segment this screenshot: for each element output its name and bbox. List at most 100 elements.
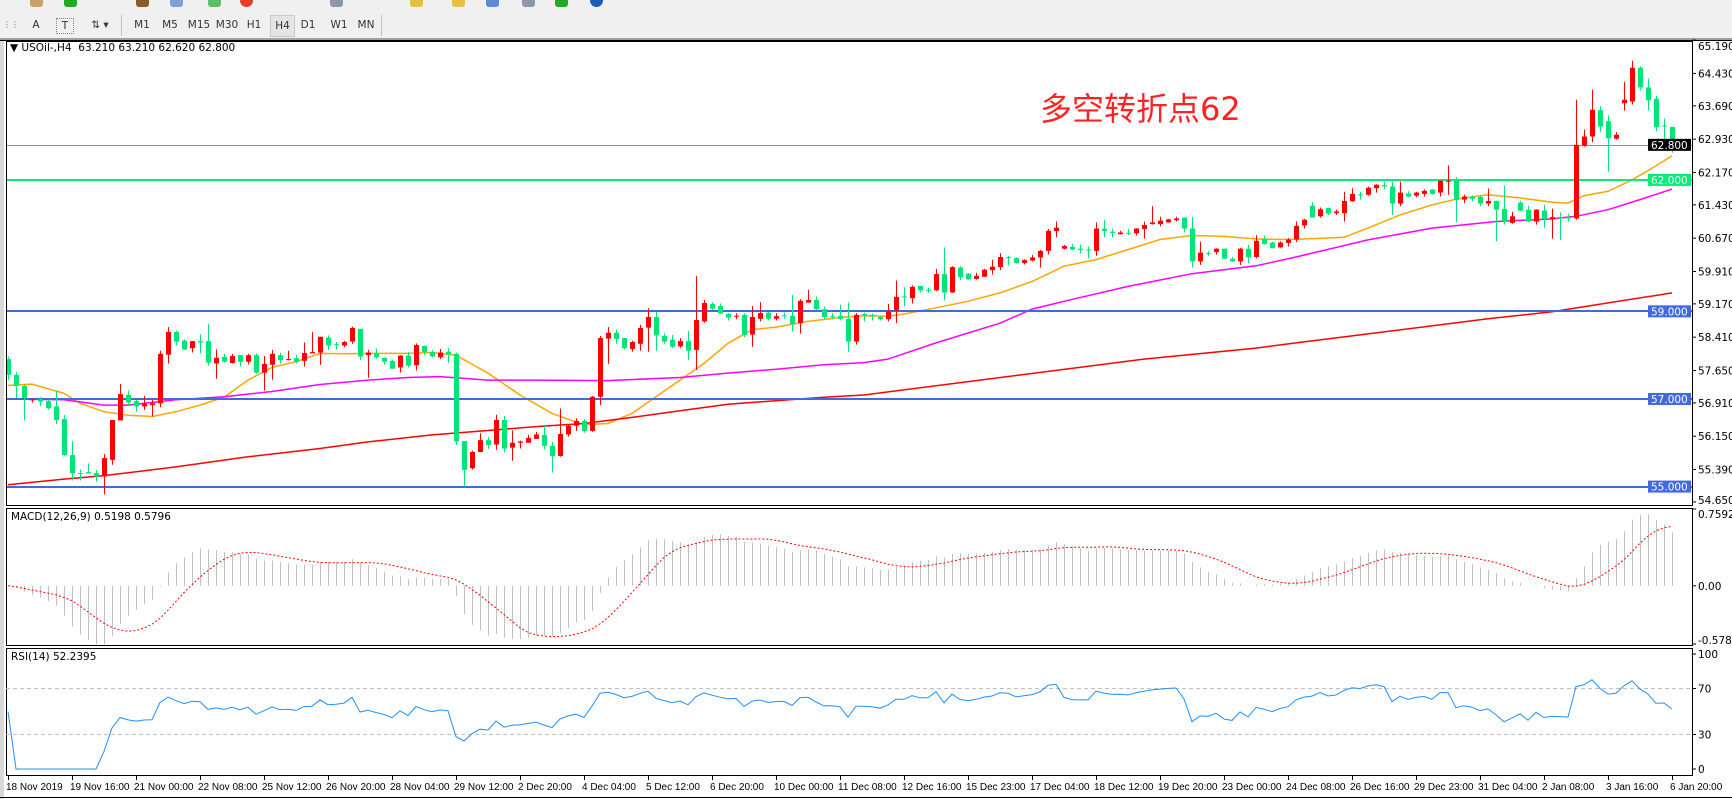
bearish-candle xyxy=(1262,235,1267,245)
bullish-candle xyxy=(630,340,635,352)
tile-icon[interactable] xyxy=(486,0,499,7)
candle-body xyxy=(142,403,147,407)
timeframe-h1[interactable]: H1 xyxy=(246,19,262,31)
bullish-candle xyxy=(262,356,267,391)
bullish-candle xyxy=(1094,222,1099,256)
bullish-candle xyxy=(1030,254,1035,262)
candle-body xyxy=(270,353,275,365)
candle-body xyxy=(510,442,515,448)
candle-body xyxy=(1182,217,1187,229)
text-label-tool-button[interactable]: T xyxy=(56,18,74,34)
bullish-candle xyxy=(286,350,291,361)
bullish-candle xyxy=(350,326,355,344)
scroll-icon[interactable] xyxy=(522,0,535,7)
candle-body xyxy=(1150,222,1155,225)
candle-body xyxy=(1582,136,1587,146)
text-tool-button[interactable]: A xyxy=(32,19,40,31)
indicators-icon[interactable] xyxy=(555,0,568,7)
periods-icon[interactable] xyxy=(590,0,603,7)
bearish-candle xyxy=(358,328,363,360)
bullish-candle xyxy=(1134,228,1139,236)
candle-body xyxy=(710,303,715,309)
candle-body xyxy=(462,441,467,470)
price-tick-label: 63.690 xyxy=(1698,101,1732,113)
chart-annotation-text[interactable]: 多空转折点62 xyxy=(1040,90,1241,128)
timeframe-m5[interactable]: M5 xyxy=(162,19,178,31)
timeframe-toolbar: ⋮⋮ A T ⇅ ▾ M1 M5 M15 M30 H1 H4 D1 W1 MN xyxy=(0,11,1732,40)
candle-body xyxy=(110,419,115,460)
price-tick-label: 55.390 xyxy=(1698,465,1732,477)
candle-body xyxy=(1334,211,1339,214)
bullish-candle xyxy=(702,299,707,323)
candle-body xyxy=(558,434,563,456)
candle-body xyxy=(374,353,379,358)
candle-body xyxy=(526,437,531,443)
zoom-out-icon[interactable] xyxy=(452,0,465,7)
bearish-candle xyxy=(1526,205,1531,222)
candle-body xyxy=(1670,126,1675,145)
arrows-tool-dropdown[interactable]: ⇅ ▾ xyxy=(91,19,109,31)
candle-body xyxy=(1390,186,1395,204)
candle-body xyxy=(1030,257,1035,261)
timeframe-m15[interactable]: M15 xyxy=(187,19,211,31)
bullish-candle xyxy=(366,349,371,378)
zoom-icon[interactable] xyxy=(30,0,43,7)
candle-body xyxy=(486,440,491,445)
price-line-label-bg xyxy=(1648,305,1691,318)
price-line-label-bg xyxy=(1648,138,1691,151)
candle-body xyxy=(1166,219,1171,223)
tester-icon[interactable] xyxy=(208,0,221,7)
candle-body xyxy=(1302,219,1307,226)
autotrading-icon[interactable] xyxy=(240,0,253,7)
candle-body xyxy=(206,341,211,363)
candle-body xyxy=(798,300,803,324)
terminal-icon[interactable] xyxy=(170,0,183,7)
bullish-candle xyxy=(1302,218,1307,229)
candle-body xyxy=(1262,239,1267,244)
candle-body xyxy=(1206,253,1211,255)
bullish-candle xyxy=(1022,259,1027,265)
time-tick-label: 22 Nov 08:00 xyxy=(198,782,258,793)
bullish-candle xyxy=(1342,191,1347,222)
timeframe-mn[interactable]: MN xyxy=(357,19,375,31)
new-order-icon[interactable] xyxy=(64,0,77,7)
collapse-triangle-icon[interactable]: ▼ xyxy=(10,42,22,54)
candle-body xyxy=(1358,194,1363,196)
expert-icon[interactable] xyxy=(136,0,149,7)
candle-body xyxy=(694,320,699,350)
candle-body xyxy=(654,317,659,336)
candle-body xyxy=(934,274,939,291)
candle-body xyxy=(6,359,11,375)
price-line-label-bg xyxy=(1648,480,1691,493)
time-tick-label: 6 Dec 20:00 xyxy=(710,782,764,793)
bullish-candle xyxy=(998,253,1003,271)
timeframe-w1[interactable]: W1 xyxy=(330,19,348,31)
candle-body xyxy=(966,273,971,280)
chart-bar-icon[interactable] xyxy=(330,0,343,7)
rsi-line xyxy=(7,679,1673,770)
price-tick-label: 64.430 xyxy=(1698,68,1732,80)
candle-body xyxy=(222,356,227,362)
candle-body xyxy=(438,352,443,358)
bearish-candle xyxy=(918,285,923,293)
timeframe-m1[interactable]: M1 xyxy=(134,19,150,31)
bearish-candle xyxy=(222,353,227,363)
candle-body xyxy=(22,385,27,399)
time-tick-label: 25 Nov 12:00 xyxy=(262,782,322,793)
grid-icon[interactable]: ⋮⋮ xyxy=(3,20,19,29)
bullish-candle xyxy=(230,353,235,364)
rsi-pane: 100 70 30 0 xyxy=(6,649,1718,776)
candle-body xyxy=(1118,232,1123,235)
timeframe-m30[interactable]: M30 xyxy=(215,19,239,31)
candle-body xyxy=(582,420,587,431)
candle-body xyxy=(614,332,619,339)
zoom-in-icon[interactable] xyxy=(410,0,423,7)
timeframe-h4[interactable]: H4 xyxy=(270,15,295,37)
timeframe-d1[interactable]: D1 xyxy=(300,19,316,31)
candle-body xyxy=(870,314,875,317)
bearish-candle xyxy=(862,312,867,322)
moving-average-line xyxy=(7,188,1673,406)
bearish-candle xyxy=(6,356,11,381)
bearish-candle xyxy=(1478,195,1483,207)
